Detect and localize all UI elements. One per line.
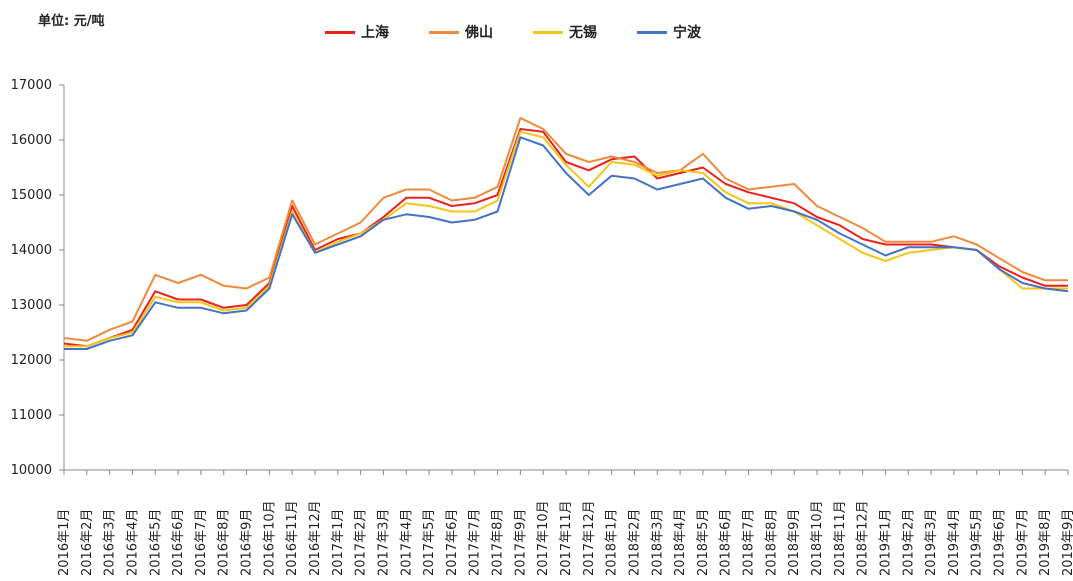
x-tick-label: 2019年5月: [970, 509, 985, 576]
x-tick-label: 2018年8月: [764, 509, 779, 576]
x-tick-label: 2016年12月: [308, 500, 323, 576]
x-tick-label: 2016年5月: [148, 509, 163, 576]
legend-label-shanghai: 上海: [361, 25, 389, 41]
x-tick-label: 2017年8月: [491, 509, 506, 576]
x-tick-label: 2016年8月: [217, 509, 232, 576]
series-line-1: [63, 117, 1068, 342]
x-tick-label: 2016年7月: [194, 509, 209, 576]
x-tick-label: 2017年11月: [559, 500, 574, 576]
legend-label-ningbo: 宁波: [673, 25, 701, 41]
series-line-2: [64, 130, 1068, 348]
legend-swatch-foshan: [429, 30, 459, 34]
y-tick-label: 12000: [11, 353, 52, 368]
chart-axes: [63, 85, 1068, 471]
x-tick-label: 2017年1月: [331, 509, 346, 576]
x-tick-label: 2016年11月: [285, 500, 300, 576]
legend-swatch-wuxi: [533, 30, 563, 34]
legend-item-foshan: 佛山: [429, 22, 493, 42]
series-line-3: [64, 136, 1069, 350]
x-tick-label: 2016年2月: [80, 509, 95, 576]
x-tick-label: 2018年2月: [627, 509, 642, 576]
chart-series-lines: [63, 117, 1069, 350]
x-tick-label: 2017年9月: [513, 509, 528, 576]
x-tick-label: 2018年5月: [696, 509, 711, 576]
legend-item-shanghai: 上海: [325, 22, 389, 42]
series-line-0: [63, 128, 1068, 348]
x-tick-label: 2017年10月: [536, 500, 551, 576]
x-tick-label: 2018年4月: [673, 509, 688, 576]
y-tick-label: 15000: [11, 188, 52, 203]
y-tick-label: 13000: [11, 298, 52, 313]
x-tick-label: 2019年7月: [1015, 509, 1030, 576]
chart-legend: 上海 佛山 无锡 宁波: [325, 22, 701, 42]
legend-item-ningbo: 宁波: [637, 22, 701, 42]
x-tick-label: 2017年6月: [445, 509, 460, 576]
x-tick-label: 2017年7月: [468, 509, 483, 576]
x-tick-label: 2016年4月: [125, 509, 140, 576]
y-tick-label: 17000: [11, 78, 52, 93]
x-tick-label: 2016年10月: [262, 500, 277, 576]
legend-swatch-shanghai: [325, 30, 355, 34]
y-tick-label: 11000: [11, 408, 52, 423]
legend-label-wuxi: 无锡: [569, 25, 597, 41]
x-tick-label: 2019年2月: [901, 509, 916, 576]
x-tick-label: 2016年9月: [240, 509, 255, 576]
x-tick-label: 2019年1月: [878, 509, 893, 576]
x-tick-label: 2018年6月: [719, 509, 734, 576]
x-tick-label: 2017年2月: [354, 509, 369, 576]
legend-label-foshan: 佛山: [465, 25, 493, 41]
x-tick-label: 2018年3月: [650, 509, 665, 576]
x-tick-label: 2018年10月: [810, 500, 825, 576]
legend-swatch-ningbo: [637, 30, 667, 34]
x-tick-label: 2016年1月: [57, 509, 72, 576]
x-tick-label: 2016年6月: [171, 509, 186, 576]
x-tick-label: 2019年8月: [1038, 509, 1053, 576]
y-tick-label: 16000: [11, 133, 52, 148]
x-tick-label: 2019年4月: [947, 509, 962, 576]
x-tick-label: 2017年5月: [422, 509, 437, 576]
x-tick-label: 2018年12月: [856, 500, 871, 576]
x-tick-label: 2019年9月: [1061, 509, 1073, 576]
x-tick-label: 2019年3月: [924, 509, 939, 576]
y-tick-label: 10000: [11, 463, 52, 478]
x-tick-label: 2018年9月: [787, 509, 802, 576]
x-tick-label: 2019年6月: [993, 509, 1008, 576]
x-tick-label: 2018年7月: [742, 509, 757, 576]
legend-item-wuxi: 无锡: [533, 22, 597, 42]
y-tick-label: 14000: [11, 243, 52, 258]
x-tick-label: 2017年4月: [399, 509, 414, 576]
x-tick-label: 2017年12月: [582, 500, 597, 576]
x-tick-label: 2018年1月: [605, 509, 620, 576]
x-tick-label: 2018年11月: [833, 500, 848, 576]
x-axis-ticks: 2016年1月 2016年2月 2016年3月 2016年4月 2016年5月 2016年…: [57, 470, 1073, 576]
x-tick-label: 2016年3月: [103, 509, 118, 576]
unit-label: 单位: 元/吨: [38, 14, 105, 29]
x-tick-label: 2017年3月: [376, 509, 391, 576]
y-axis-ticks: 10000 11000 12000 13000 14000 15000 16000 17000: [11, 78, 64, 478]
